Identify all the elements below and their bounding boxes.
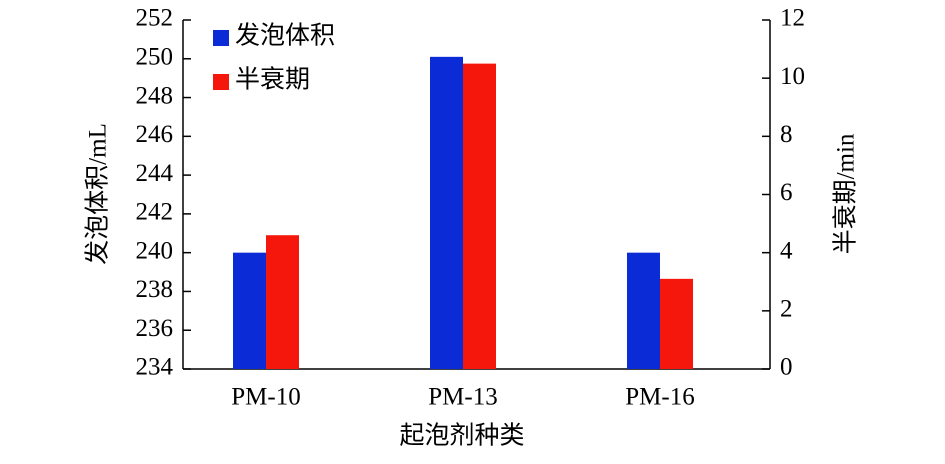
y2-tick-label: 12 bbox=[780, 5, 805, 32]
y2-tick-label: 0 bbox=[780, 354, 793, 381]
bar bbox=[233, 252, 266, 369]
x-tick-label: PM-10 bbox=[231, 384, 300, 411]
y-tick-label: 244 bbox=[136, 160, 174, 187]
bar bbox=[430, 56, 463, 369]
x-tick-label: PM-16 bbox=[625, 384, 694, 411]
legend-label: 发泡体积 bbox=[235, 22, 335, 50]
bar bbox=[463, 63, 496, 369]
y-tick-label: 238 bbox=[136, 276, 174, 303]
y-tick-label: 240 bbox=[136, 237, 174, 264]
y2-tick-label: 6 bbox=[780, 179, 793, 206]
bar bbox=[266, 235, 299, 369]
y2-tick-label: 8 bbox=[780, 121, 793, 148]
y-tick-label: 234 bbox=[136, 354, 174, 381]
y-tick-label: 248 bbox=[136, 82, 174, 109]
y2-tick-label: 2 bbox=[780, 296, 793, 323]
x-tick-label: PM-13 bbox=[428, 384, 497, 411]
legend-swatch bbox=[213, 74, 229, 90]
y-tick-label: 246 bbox=[136, 121, 174, 148]
bar bbox=[627, 252, 660, 369]
y2-axis-title: 半衰期/min bbox=[832, 133, 860, 254]
y-tick-label: 242 bbox=[136, 199, 174, 226]
y-tick-label: 250 bbox=[136, 44, 174, 71]
y-tick-label: 236 bbox=[136, 315, 174, 342]
y-tick-label: 252 bbox=[136, 5, 174, 32]
legend-swatch bbox=[213, 30, 229, 46]
y2-tick-label: 4 bbox=[780, 237, 793, 264]
y-axis-title: 发泡体积/mL bbox=[84, 123, 112, 265]
legend-label: 半衰期 bbox=[235, 66, 310, 94]
bar bbox=[660, 278, 693, 369]
x-axis-title: 起泡剂种类 bbox=[399, 422, 524, 450]
y2-tick-label: 10 bbox=[780, 63, 805, 90]
